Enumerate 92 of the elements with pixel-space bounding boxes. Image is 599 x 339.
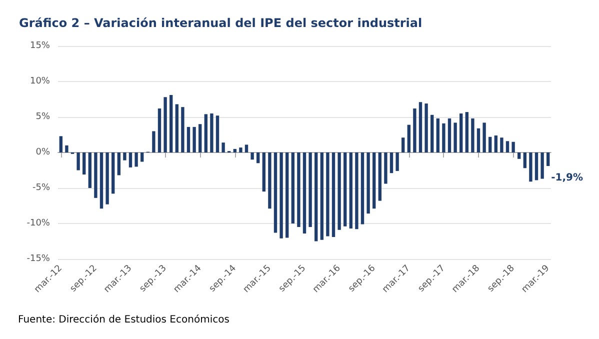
bar	[402, 138, 405, 152]
bar	[268, 152, 272, 209]
bar	[250, 152, 254, 160]
bar	[286, 152, 289, 238]
y-tick-label: -5%	[32, 183, 50, 193]
bar	[518, 152, 521, 159]
bar	[332, 152, 336, 237]
bar	[239, 148, 242, 152]
bar	[430, 114, 434, 152]
bar	[338, 152, 341, 230]
bar	[170, 94, 173, 152]
bar	[152, 131, 156, 152]
bar	[355, 152, 358, 230]
bar	[436, 118, 440, 152]
bar	[128, 152, 132, 168]
bar	[140, 152, 144, 162]
bar	[349, 152, 352, 228]
bar	[471, 118, 474, 152]
bar	[216, 116, 220, 152]
bar	[100, 152, 104, 209]
bar	[262, 152, 266, 192]
bar	[396, 152, 399, 171]
y-tick-label: 0%	[36, 148, 50, 158]
bar	[117, 152, 120, 176]
y-tick-label: 15%	[30, 41, 50, 51]
bar	[181, 107, 184, 152]
annotation: -1,9%	[551, 172, 583, 184]
bar	[372, 152, 376, 209]
bar	[65, 145, 68, 152]
bar	[314, 152, 318, 242]
bar	[546, 152, 550, 166]
bar	[94, 152, 98, 198]
bar	[123, 152, 126, 160]
bar	[424, 104, 428, 152]
bar	[186, 126, 190, 152]
bar	[88, 152, 92, 188]
bar	[59, 136, 62, 152]
bar	[506, 141, 510, 152]
bar	[76, 152, 80, 170]
bar	[244, 144, 248, 152]
bar	[418, 102, 422, 152]
source-note: Fuente: Dirección de Estudios Económicos	[18, 314, 230, 326]
bar	[442, 123, 446, 152]
bar	[413, 108, 416, 152]
bar	[134, 152, 138, 167]
bar	[210, 113, 214, 152]
bar	[112, 152, 115, 194]
bar	[326, 152, 330, 236]
bar	[198, 124, 202, 152]
bar	[233, 148, 236, 152]
bar	[222, 142, 225, 152]
bar	[308, 152, 312, 228]
bar	[204, 114, 208, 152]
bar	[460, 113, 463, 152]
bar	[320, 152, 324, 240]
bar	[465, 112, 468, 152]
bar	[344, 152, 347, 226]
bar	[378, 152, 382, 201]
bar	[158, 108, 162, 152]
bar	[482, 122, 486, 152]
bar	[360, 152, 364, 224]
y-tick-label: 10%	[30, 76, 50, 86]
chart-title: Gráfico 2 – Variación interanual del IPE del sector industrial	[19, 16, 422, 30]
bar	[407, 124, 410, 152]
y-tick-label: 5%	[36, 112, 50, 122]
bar	[175, 104, 178, 152]
bar	[302, 152, 306, 234]
y-tick-label: -15%	[26, 254, 50, 264]
bar	[192, 126, 196, 152]
bar	[384, 152, 388, 184]
bar	[390, 152, 394, 174]
bar	[297, 152, 300, 228]
bar	[540, 152, 544, 179]
bar	[106, 152, 109, 204]
y-tick-label: -10%	[26, 218, 50, 228]
bar	[280, 152, 283, 238]
bar	[291, 152, 294, 224]
bar	[274, 152, 278, 233]
bar	[366, 152, 370, 214]
bar	[476, 128, 480, 152]
bar	[500, 138, 504, 152]
bar	[448, 118, 452, 152]
bar	[256, 152, 260, 164]
bar	[164, 97, 167, 152]
bar	[488, 136, 492, 152]
bar	[534, 152, 538, 180]
bar	[82, 152, 86, 175]
bar	[454, 122, 457, 152]
bar	[523, 152, 526, 168]
bar	[494, 135, 498, 152]
bar	[512, 142, 515, 152]
bar	[529, 152, 532, 182]
